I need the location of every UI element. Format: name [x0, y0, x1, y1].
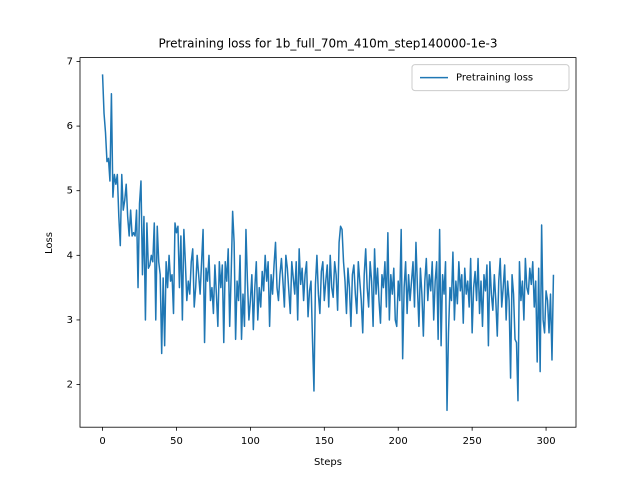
x-tick-label: 0	[99, 436, 105, 447]
y-axis-label: Loss	[44, 232, 55, 254]
y-tick-label: 4	[67, 250, 73, 261]
y-tick-label: 2	[67, 380, 73, 391]
y-tick-label: 6	[67, 121, 73, 132]
x-tick-label: 300	[537, 436, 556, 447]
chart-title: Pretraining loss for 1b_full_70m_410m_st…	[158, 37, 497, 51]
x-tick-label: 200	[389, 436, 408, 447]
y-tick-label: 5	[67, 186, 73, 197]
legend-box	[411, 64, 570, 92]
loss-line	[101, 74, 555, 412]
legend-label: Pretraining loss	[456, 73, 533, 84]
x-tick-label: 150	[315, 436, 334, 447]
y-tick-label: 3	[67, 315, 73, 326]
x-tick-label: 250	[463, 436, 482, 447]
x-tick-label: 100	[241, 436, 260, 447]
x-tick-label: 50	[170, 436, 183, 447]
y-tick-label: 7	[67, 56, 73, 67]
x-axis-label: Steps	[314, 457, 342, 468]
plot-frame	[79, 57, 577, 428]
